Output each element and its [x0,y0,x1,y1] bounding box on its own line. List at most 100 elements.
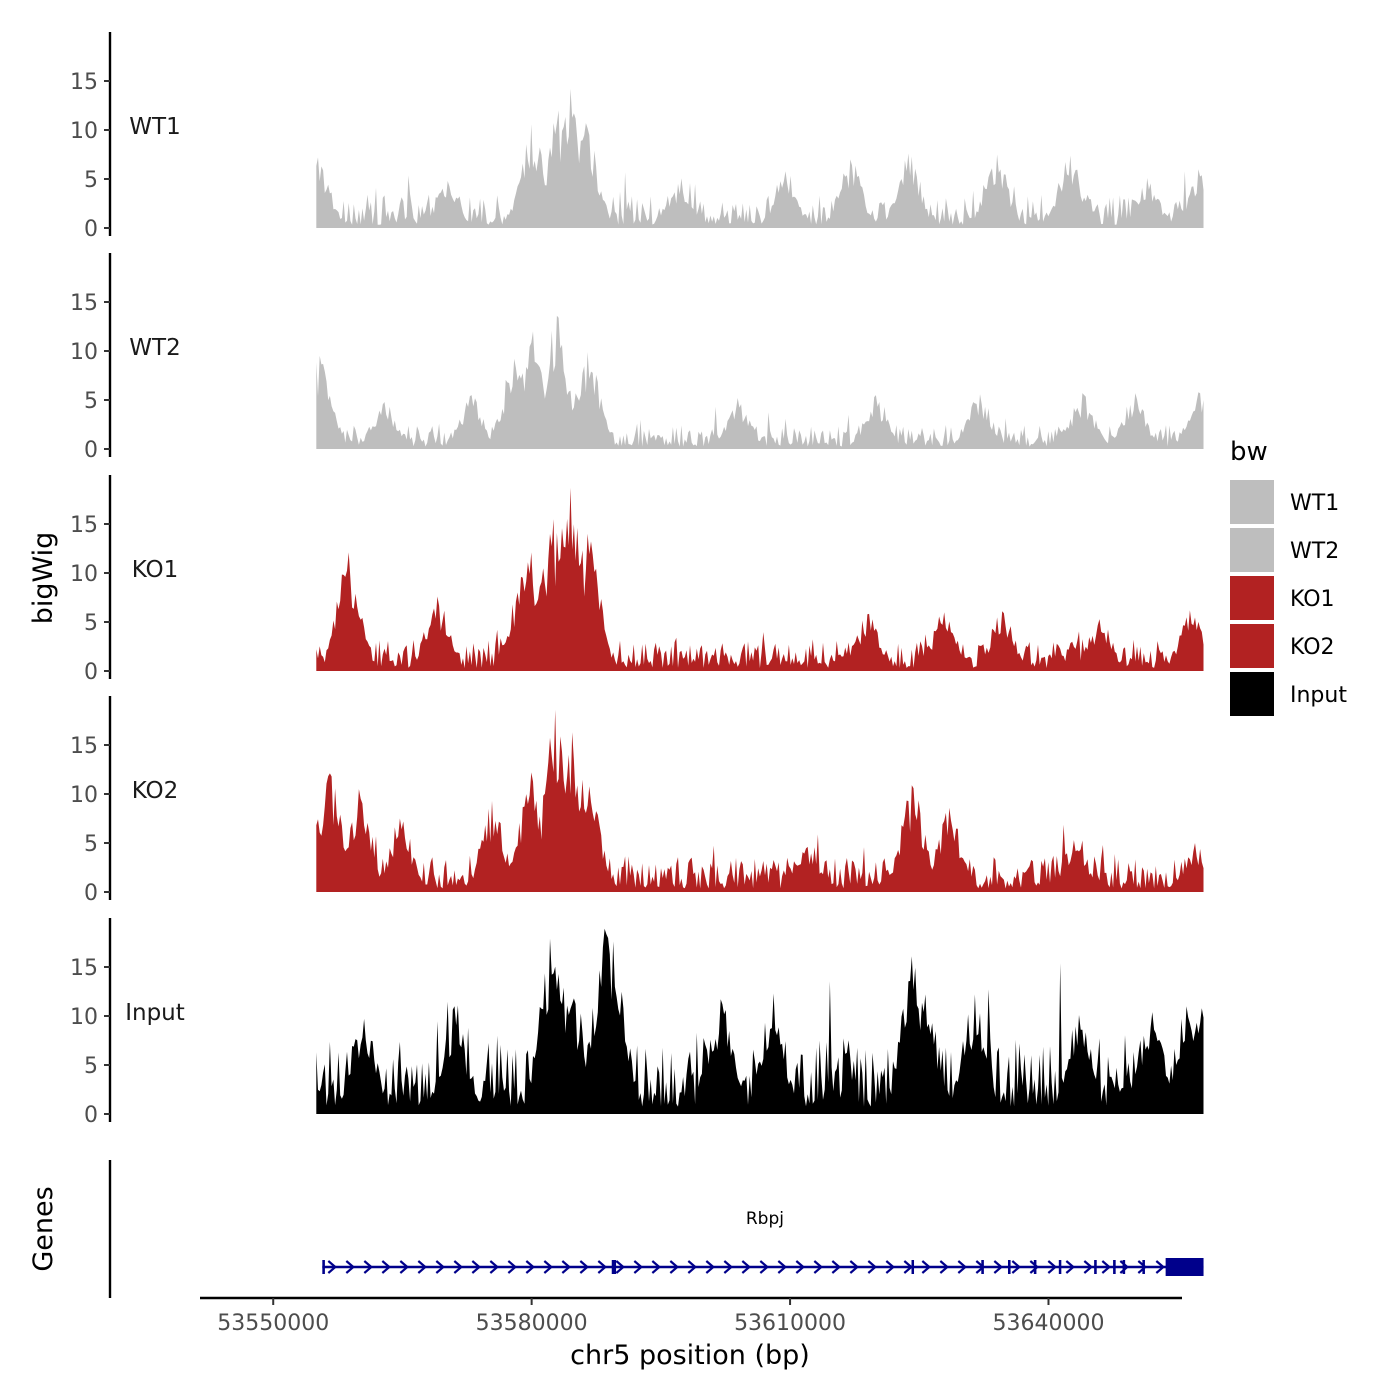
y-tick-label: 10 [70,783,98,808]
x-tick-label: 53640000 [992,1311,1104,1336]
coverage-area-wt2 [316,315,1204,449]
gene-exon [322,1260,325,1274]
coverage-area-ko1 [316,487,1204,671]
strand-arrow [561,1260,572,1274]
strand-arrow [363,1260,374,1274]
legend-swatch-ko2 [1230,624,1274,668]
x-tick-label: 53580000 [476,1311,588,1336]
strand-arrow [1029,1260,1040,1274]
strand-arrow [1083,1260,1094,1274]
track-panel-wt1: 0 5 10 15 WT1 [70,32,1204,242]
strand-arrow [831,1260,842,1274]
track-panel-wt2: 0 5 10 15 WT2 [70,253,1204,463]
strand-arrow [489,1260,500,1274]
legend-label-wt2: WT2 [1290,539,1339,564]
strand-arrow [651,1260,662,1274]
strand-arrow [1065,1260,1076,1274]
track-panels: 0 5 10 15 WT1 0 5 10 15 WT2 0 5 10 15 KO1 0 5 10 15 KO2 0 5 10… [70,32,1204,1128]
y-tick-label: 0 [84,1103,98,1128]
gene-exon [611,1260,617,1274]
legend-title: bw [1230,437,1268,467]
y-tick-label: 10 [70,1005,98,1030]
gene-name-label: Rbpj [746,1209,784,1229]
track-label-input: Input [125,1000,185,1026]
strand-arrow [597,1260,608,1274]
legend-swatch-input [1230,672,1274,716]
x-tick-label: 53610000 [734,1311,846,1336]
legend-label-wt1: WT1 [1290,491,1339,516]
strand-arrow [849,1260,860,1274]
strand-arrow [345,1260,356,1274]
strand-arrow [903,1260,914,1274]
strand-arrow [507,1260,518,1274]
track-label-wt2: WT2 [129,335,180,361]
strand-arrow [1011,1260,1022,1274]
strand-arrow [1155,1260,1166,1274]
y-tick-label: 10 [70,562,98,587]
y-tick-label: 0 [84,881,98,906]
strand-arrow [525,1260,536,1274]
y-tick-label: 10 [70,340,98,365]
legend-label-ko1: KO1 [1290,587,1335,612]
y-tick-label: 0 [84,438,98,463]
strand-arrow [633,1260,644,1274]
strand-arrow [939,1260,950,1274]
strand-arrow [327,1260,338,1274]
track-label-ko1: KO1 [132,557,179,583]
strand-arrow [615,1260,626,1274]
y-tick-label: 15 [70,956,98,981]
gene-exon [1058,1260,1062,1274]
strand-arrow [471,1260,482,1274]
strand-arrow [399,1260,410,1274]
strand-arrow [453,1260,464,1274]
strand-arrow [921,1260,932,1274]
strand-arrow [669,1260,680,1274]
y-tick-label: 5 [84,611,98,636]
gene-exon [911,1260,915,1274]
strand-arrow [1047,1260,1058,1274]
strand-arrow [957,1260,968,1274]
y-tick-label: 5 [84,1054,98,1079]
strand-arrow [759,1260,770,1274]
gene-exon [1165,1258,1204,1276]
gene-exon [1033,1260,1037,1274]
y-tick-label: 15 [70,513,98,538]
x-axis-title: chr5 position (bp) [570,1340,810,1371]
strand-arrow [1137,1260,1148,1274]
y-tick-label: 5 [84,389,98,414]
coverage-area-input [316,928,1204,1114]
legend: bw WT1 WT2 KO1 KO2 Input [1230,437,1347,716]
gene-exon [1007,1260,1011,1274]
legend-swatch-wt1 [1230,480,1274,524]
strand-arrow [435,1260,446,1274]
coverage-area-wt1 [316,88,1204,228]
strand-arrow [705,1260,716,1274]
strand-arrow [579,1260,590,1274]
genes-axis-title: Genes [28,1186,59,1271]
strand-arrow [381,1260,392,1274]
track-panel-input: 0 5 10 15 Input [70,918,1204,1128]
gene-exon [1122,1260,1126,1274]
strand-arrow [777,1260,788,1274]
strand-arrow [543,1260,554,1274]
y-axis-title: bigWig [28,532,59,625]
y-tick-label: 15 [70,291,98,316]
y-tick-label: 15 [70,70,98,95]
track-panel-ko2: 0 5 10 15 KO2 [70,696,1204,906]
gene-exon [981,1260,984,1274]
strand-arrow [885,1260,896,1274]
y-tick-label: 15 [70,734,98,759]
legend-label-ko2: KO2 [1290,635,1335,660]
y-tick-label: 0 [84,660,98,685]
y-tick-label: 10 [70,119,98,144]
coverage-area-ko2 [316,709,1204,892]
gene-exon [1113,1260,1116,1274]
y-tick-label: 5 [84,168,98,193]
strand-arrow [795,1260,806,1274]
y-tick-label: 0 [84,217,98,242]
strand-arrow [687,1260,698,1274]
legend-label-input: Input [1290,683,1347,708]
gene-exon [1142,1260,1145,1274]
strand-arrow [417,1260,428,1274]
